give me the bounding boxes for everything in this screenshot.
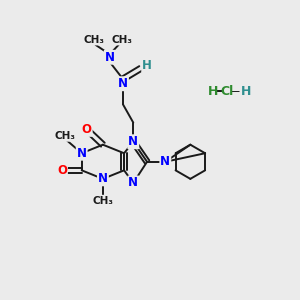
Text: N: N (118, 77, 128, 90)
Text: H: H (241, 85, 251, 98)
Text: CH₃: CH₃ (92, 196, 113, 206)
Text: N: N (128, 135, 138, 148)
Text: CH₃: CH₃ (54, 131, 75, 141)
Text: N: N (98, 172, 108, 185)
Text: —: — (231, 85, 243, 98)
Text: H: H (208, 85, 218, 98)
Text: O: O (82, 123, 92, 136)
Text: H: H (142, 59, 152, 72)
Text: O: O (57, 164, 67, 177)
Text: N: N (105, 51, 115, 64)
Text: CH₃: CH₃ (83, 34, 104, 45)
Text: N: N (77, 147, 87, 160)
Text: N: N (128, 176, 138, 189)
Text: Cl: Cl (220, 85, 233, 98)
Text: CH₃: CH₃ (112, 34, 133, 45)
Text: N: N (160, 155, 170, 168)
